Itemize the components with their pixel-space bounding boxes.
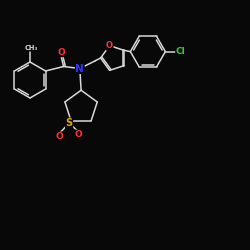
Text: O: O: [55, 132, 63, 141]
Text: S: S: [66, 118, 73, 128]
Text: O: O: [57, 48, 65, 57]
Text: O: O: [74, 130, 82, 139]
Text: O: O: [106, 41, 113, 50]
Text: CH₃: CH₃: [24, 44, 38, 51]
Text: Cl: Cl: [176, 47, 186, 56]
Text: N: N: [76, 64, 84, 74]
